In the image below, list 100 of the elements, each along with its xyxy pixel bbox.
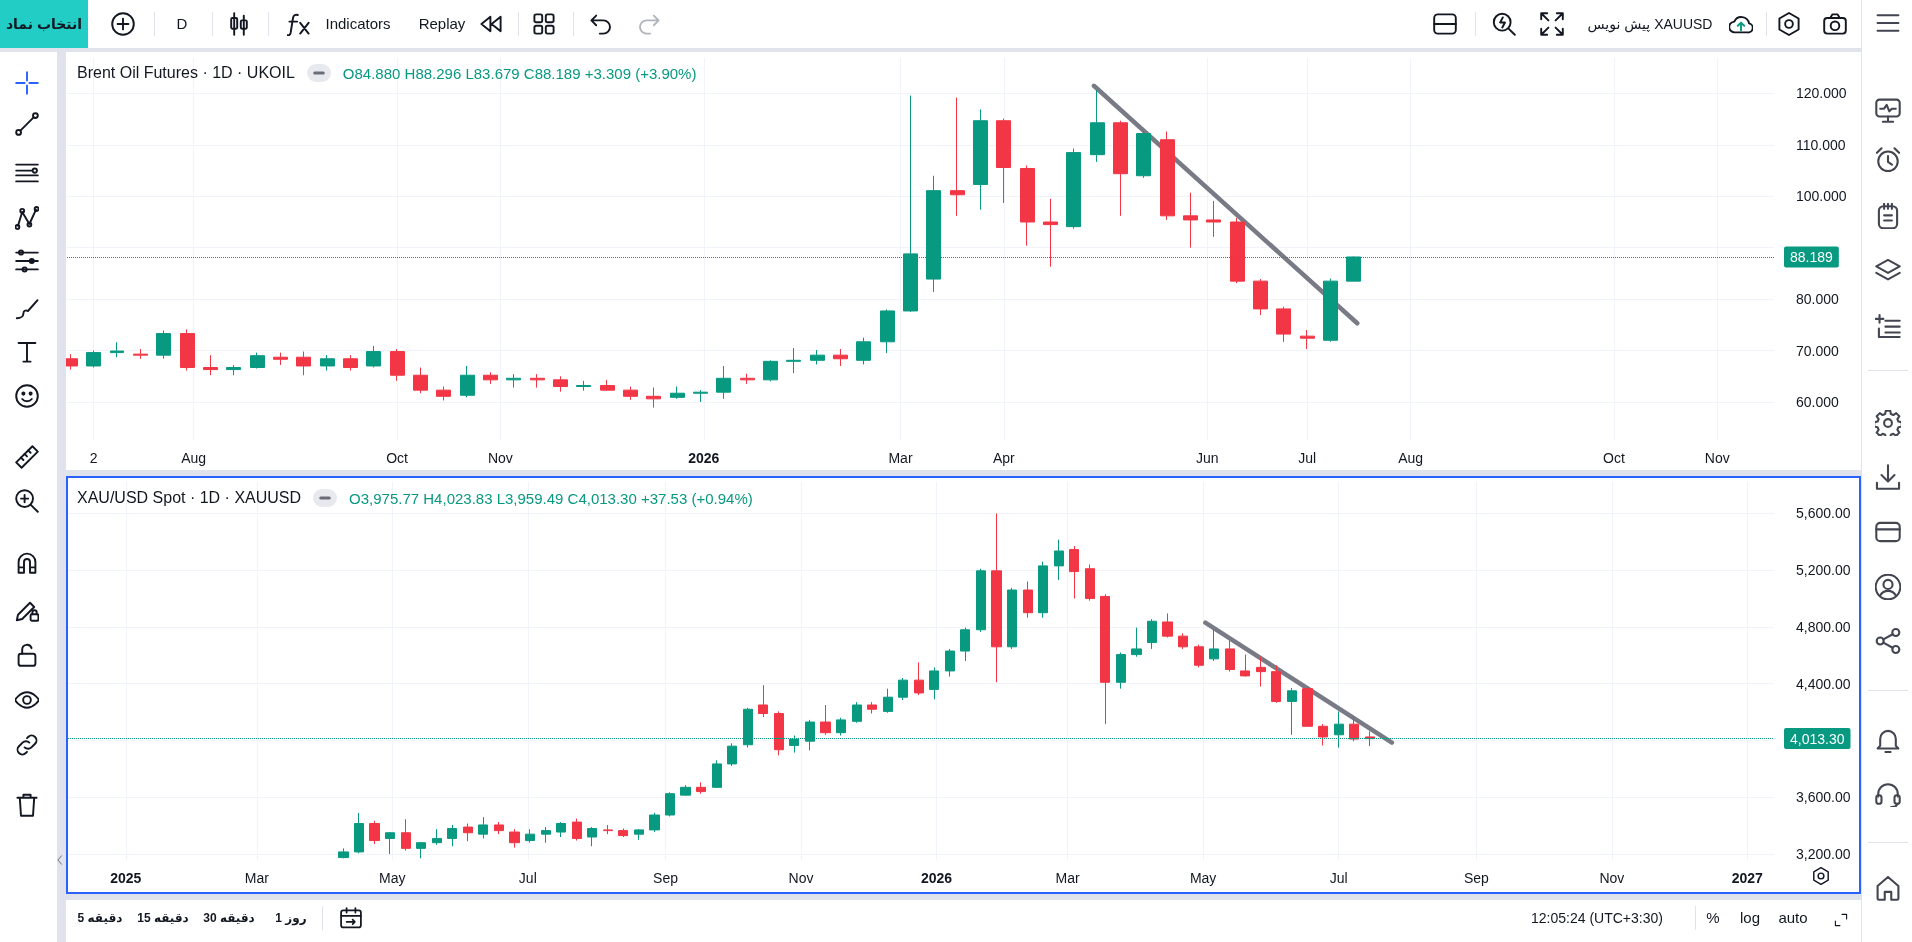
candlestick: [1147, 618, 1157, 650]
candlestick: [320, 354, 335, 372]
candlestick: [929, 666, 939, 700]
candlestick: [436, 386, 451, 401]
x-tick-label: Mar: [888, 450, 913, 466]
text: Replay: [418, 15, 466, 33]
x-tick-label: Jul: [1298, 450, 1317, 466]
chart-title: Brent Oil Futures · 1D · UKOIL: [77, 64, 295, 82]
x-tick-label: Jun: [1195, 450, 1219, 466]
candlestick: [1023, 581, 1033, 619]
x-tick-label: Nov: [788, 870, 814, 886]
text: %: [1706, 909, 1720, 927]
candlestick: [1323, 278, 1338, 343]
candlestick: [649, 812, 660, 833]
candlestick: [296, 351, 311, 376]
text: auto: [1778, 909, 1808, 927]
x-tick-label: 2026: [920, 870, 953, 886]
y-tick-label: 70.000: [1796, 342, 1840, 359]
candlestick: [634, 828, 644, 841]
candlestick: [1069, 545, 1079, 600]
text: 1 روز: [275, 910, 307, 926]
candlestick: [180, 328, 195, 372]
candlestick: [600, 379, 615, 392]
candlestick: [810, 349, 825, 365]
y-tick-label: 60.000: [1796, 393, 1840, 410]
candlestick: [338, 847, 349, 859]
candlestick: [836, 717, 846, 737]
x-tick-label: Aug: [1398, 450, 1424, 466]
candlestick: [856, 337, 871, 365]
y-tick-label: 5,200.00: [1796, 562, 1851, 579]
candlestick: [226, 364, 241, 376]
candlestick: [1066, 147, 1081, 230]
candlestick: [432, 828, 442, 846]
x-tick-label: Aug: [181, 450, 207, 466]
candlestick: [1116, 651, 1126, 690]
candlestick: [883, 688, 893, 714]
candlestick: [991, 512, 1002, 683]
candlestick: [740, 373, 755, 385]
text: 5 دقیقه: [77, 910, 123, 926]
candlestick: [413, 367, 428, 394]
candlestick: [478, 816, 488, 839]
x-tick-label: Oct: [386, 450, 409, 466]
candlestick: [494, 821, 504, 835]
candlestick: [727, 742, 737, 767]
x-tick-label: May: [379, 870, 406, 886]
candlestick: [1256, 656, 1266, 688]
candlestick: [1020, 164, 1035, 247]
text: 30 دقیقه: [203, 910, 255, 926]
x-tick-label: Sep: [653, 870, 679, 886]
candlestick: [110, 341, 124, 358]
candlestick: [976, 568, 986, 633]
candlestick: [763, 359, 778, 382]
candlestick: [693, 389, 708, 403]
candlestick: [1287, 687, 1297, 736]
x-tick-label: Jul: [518, 870, 537, 886]
candlestick: [86, 350, 101, 369]
candlestick: [1209, 629, 1219, 662]
candlestick: [716, 365, 731, 400]
chart-subtitle: O84.880 H88.296 L83.679 C88.189 +3.309 (+3.90%): [342, 64, 697, 82]
x-tick-label: Mar: [244, 870, 270, 886]
candlestick: [390, 348, 405, 382]
y-tick-label: 120.000: [1796, 85, 1847, 102]
button: انتخاب نماد: [0, 0, 88, 48]
candlestick: [587, 826, 597, 847]
candlestick: [945, 648, 955, 678]
candlestick: [203, 354, 218, 376]
candlestick: [541, 826, 551, 844]
candlestick: [712, 759, 722, 789]
candlestick: [509, 828, 520, 849]
candlestick: [1162, 612, 1173, 639]
candlestick: [1131, 627, 1142, 658]
x-tick-label: Jul: [1329, 870, 1348, 886]
candlestick: [1090, 89, 1105, 163]
candlestick: [553, 375, 568, 393]
x-tick-label: 2027: [1731, 870, 1764, 886]
candlestick: [1240, 654, 1250, 678]
candlestick: [618, 827, 628, 838]
candlestick: [898, 677, 908, 701]
x-tick-label: Mar: [1055, 870, 1080, 886]
candlestick: [852, 701, 862, 724]
candlestick: [369, 820, 380, 845]
candlestick: [1271, 664, 1281, 704]
candlestick: [1206, 200, 1221, 238]
candlestick: [416, 841, 426, 859]
candlestick: [1225, 639, 1235, 673]
candlestick: [460, 365, 475, 398]
candlestick: [1300, 329, 1315, 350]
candlestick: [960, 627, 970, 662]
candlestick: [506, 373, 521, 389]
text: XAUUSD پیش نویس: [1587, 15, 1713, 33]
candlestick: [670, 386, 685, 400]
y-tick-label: 100.000: [1796, 188, 1847, 205]
candlestick: [820, 704, 831, 736]
y-tick-label: 3,200.00: [1796, 846, 1851, 863]
candlestick: [525, 828, 535, 844]
candlestick: [603, 824, 613, 835]
x-tick-label: 2: [89, 450, 98, 466]
candlestick: [273, 352, 288, 366]
candlestick: [1100, 593, 1110, 725]
x-tick-label: Nov: [1704, 450, 1730, 466]
